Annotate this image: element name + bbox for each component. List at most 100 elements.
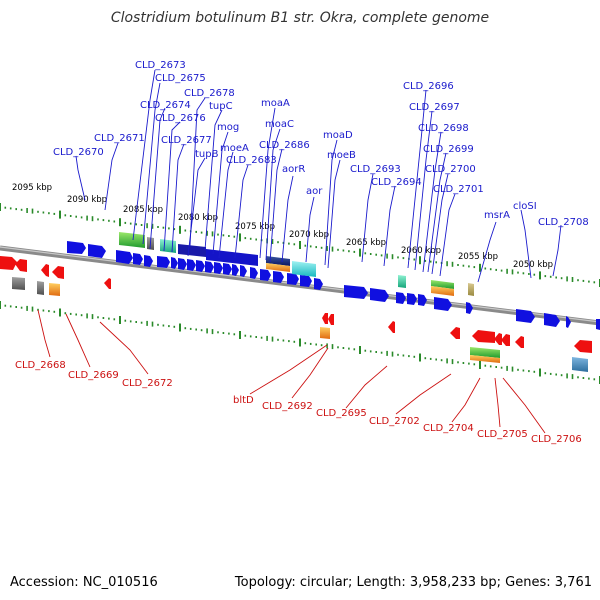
leader-line — [552, 224, 562, 277]
reverse-gene — [328, 314, 334, 325]
scale-tick — [157, 323, 159, 326]
leader-line — [249, 344, 328, 395]
scale-tick — [108, 317, 110, 320]
scale-tick — [468, 362, 470, 365]
gene-label: moeA — [220, 143, 249, 154]
scale-tick — [140, 321, 143, 324]
scale-tick — [484, 364, 487, 367]
leader-line — [422, 131, 442, 273]
reverse-gene — [501, 334, 510, 346]
scale-tick — [359, 248, 361, 257]
scale-tick — [9, 207, 12, 210]
forward-gene — [434, 297, 452, 311]
scale-tick — [539, 368, 541, 377]
forward-gene — [232, 264, 239, 276]
scale-label: 2080 kbp — [178, 213, 218, 223]
scale-tick — [571, 374, 574, 380]
gene-label: CLD_2673 — [135, 60, 186, 71]
leader-line — [407, 89, 427, 269]
gene-label: CLD_2694 — [371, 177, 422, 188]
feature-box — [266, 263, 290, 272]
scale-tick — [337, 248, 339, 251]
scale-tick — [184, 229, 187, 232]
leader-line — [345, 365, 388, 409]
scale-tick — [228, 332, 230, 335]
scale-tick — [42, 309, 45, 312]
gene-label: CLD_2669 — [68, 370, 119, 381]
forward-gene — [516, 309, 535, 323]
scale-tick — [162, 324, 165, 327]
leader-line — [259, 107, 276, 259]
scale-tick — [277, 338, 279, 341]
scale-tick — [451, 359, 454, 365]
scale-tick — [348, 250, 350, 253]
scale-tick — [189, 327, 192, 330]
scale-tick — [326, 343, 328, 349]
scale-tick — [528, 273, 530, 275]
gene-label: tupB — [195, 149, 219, 160]
leader-line — [204, 109, 223, 251]
scale-tick — [282, 339, 285, 342]
map-title: Clostridium botulinum B1 str. Okra, comp… — [111, 10, 489, 26]
feature-box — [470, 355, 500, 363]
scale-tick — [309, 245, 312, 248]
scale-tick — [249, 335, 252, 338]
leader-line — [142, 82, 161, 245]
forward-gene — [396, 292, 406, 304]
feature-box — [37, 281, 44, 295]
scale-tick — [495, 366, 497, 368]
scale-tick — [200, 329, 203, 332]
gene-label: CLD_2697 — [409, 102, 460, 113]
scale-tick — [255, 238, 257, 241]
scale-tick — [484, 267, 487, 270]
scale-tick — [506, 365, 508, 371]
scale-tick — [97, 218, 99, 221]
reverse-gene — [574, 340, 592, 353]
forward-gene — [544, 313, 560, 327]
scale-label: 2050 kbp — [513, 260, 553, 270]
scale-tick — [413, 355, 416, 358]
scale-tick — [369, 350, 372, 353]
scale-tick — [91, 314, 94, 320]
scale-tick — [489, 365, 492, 368]
scale-tick — [500, 366, 503, 369]
scale-tick — [408, 355, 410, 358]
forward-gene — [287, 273, 299, 285]
forward-gene — [314, 278, 323, 290]
scale-tick — [517, 271, 519, 274]
scale-tick — [391, 254, 394, 260]
scale-label: 2070 kbp — [289, 230, 329, 240]
scale-tick — [31, 306, 34, 312]
reverse-gene — [322, 313, 328, 324]
leader-line — [218, 151, 234, 259]
scale-tick — [473, 266, 476, 269]
gene-label: CLD_2701 — [433, 184, 484, 195]
gene-label: CLD_2695 — [316, 408, 367, 419]
scale-tick — [140, 224, 143, 226]
scale-tick — [179, 225, 181, 234]
forward-gene — [196, 260, 205, 272]
gene-label: CLD_2708 — [538, 217, 589, 228]
feature-box — [119, 232, 145, 248]
scale-tick — [124, 319, 127, 322]
scale-tick — [326, 246, 328, 251]
scale-tick — [271, 239, 274, 244]
feature-box — [292, 261, 316, 277]
forward-gene — [133, 253, 143, 265]
scale-tick — [522, 369, 525, 372]
gene-label: CLD_2668 — [15, 360, 66, 371]
reverse-gene — [52, 266, 64, 279]
gene-label: moaD — [323, 130, 353, 141]
forward-gene-labels: CLD_2673 CLD_2675 CLD_2678 CLD_2674 tupC… — [53, 60, 589, 228]
leader-line — [65, 313, 91, 368]
scale-tick — [489, 268, 492, 271]
scale-tick — [506, 268, 508, 274]
forward-gene — [214, 262, 223, 274]
scale-tick — [560, 277, 563, 280]
scale-tick — [59, 308, 61, 317]
forward-strand-genes — [67, 241, 600, 330]
scale-tick — [288, 242, 290, 245]
scale-tick — [277, 241, 279, 244]
scale-tick — [440, 359, 443, 362]
